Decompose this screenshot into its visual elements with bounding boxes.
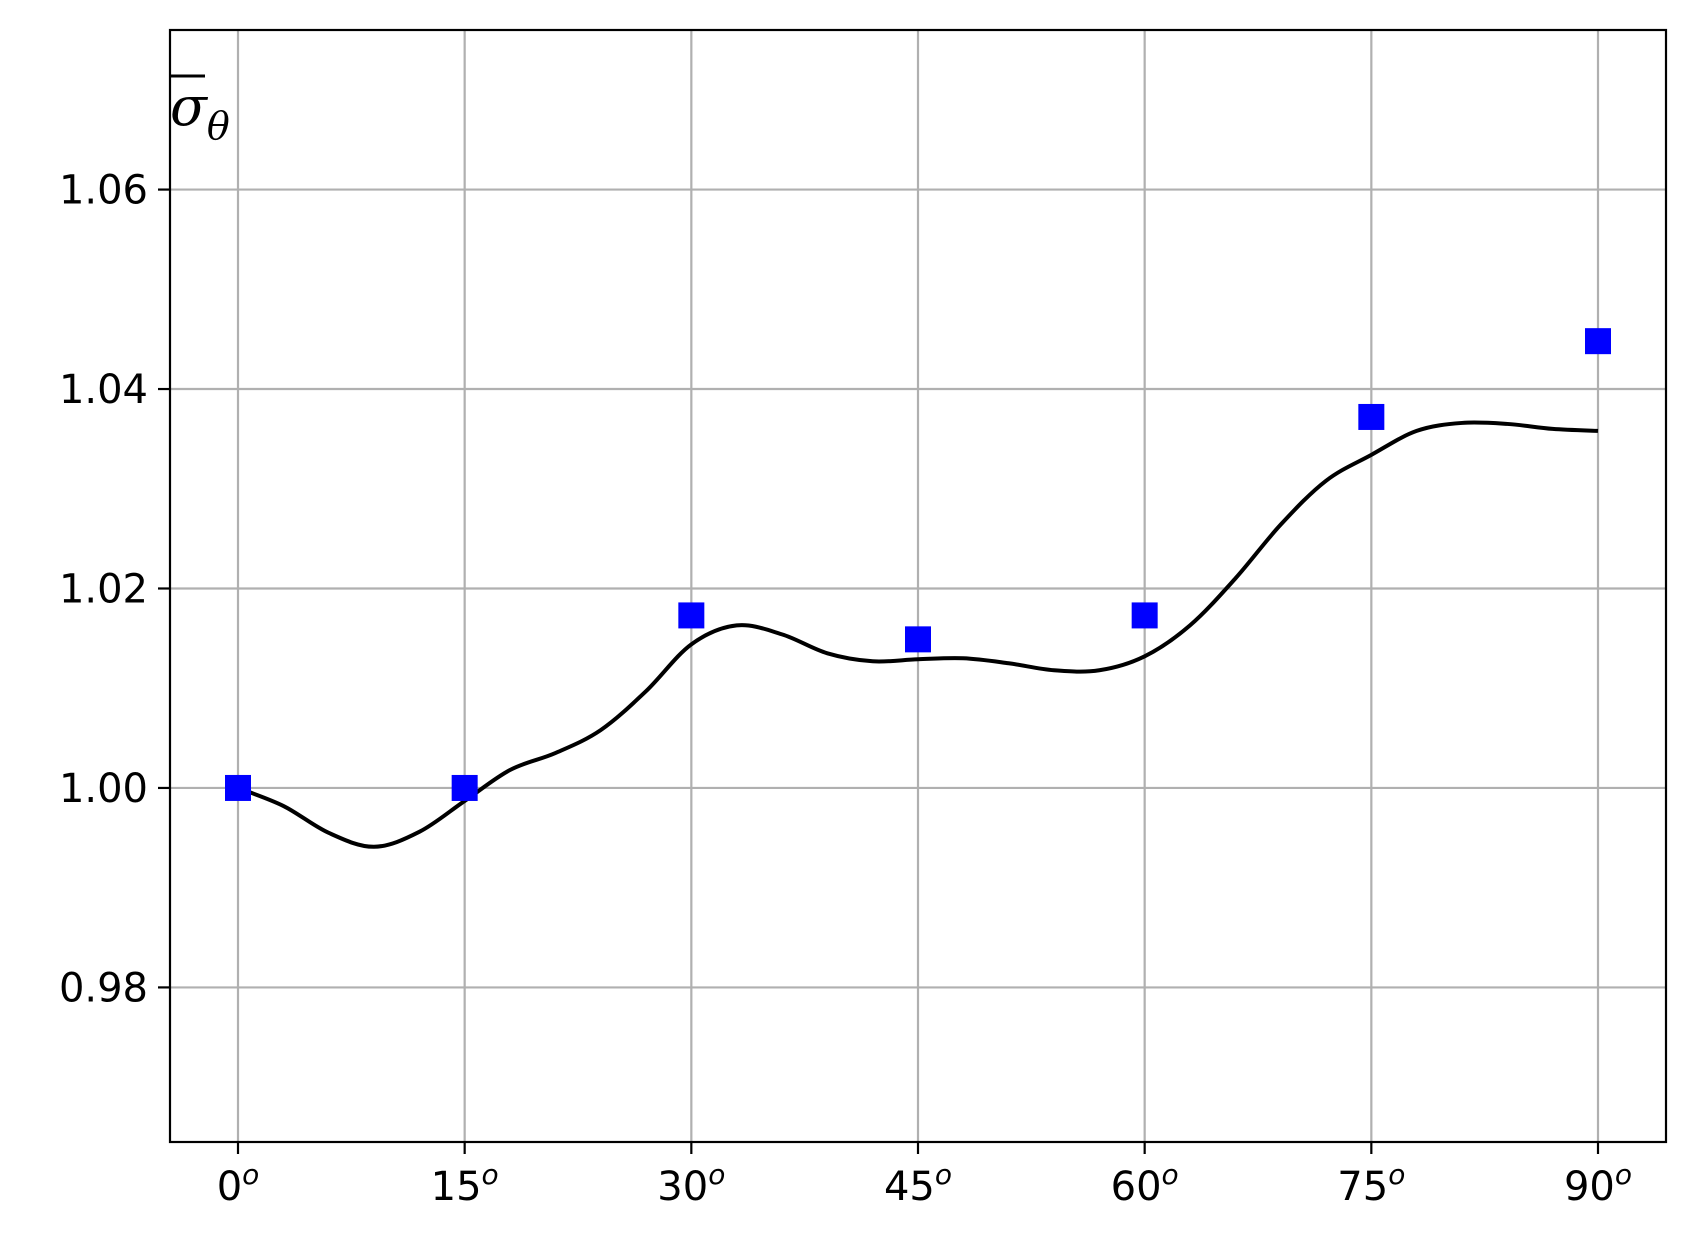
- marker-series: [225, 328, 1611, 801]
- x-tick-label-value: 0: [217, 1164, 242, 1210]
- x-tick-label-degree: o: [1388, 1158, 1405, 1191]
- data-point-marker: [451, 774, 478, 801]
- x-tick-label-value: 90: [1564, 1164, 1615, 1210]
- y-axis-label-subscript: θ: [207, 104, 230, 148]
- x-tick-label: 60o: [1111, 1158, 1179, 1210]
- y-axis-label: σθ: [170, 75, 230, 148]
- x-tick-label-value: 75: [1337, 1164, 1388, 1210]
- data-point-marker: [1131, 602, 1158, 629]
- x-tick-label: 45o: [884, 1158, 952, 1210]
- x-tick-label-degree: o: [1162, 1158, 1179, 1191]
- x-tick-label-degree: o: [1615, 1158, 1632, 1191]
- x-tick-label-value: 30: [657, 1164, 708, 1210]
- x-tick-label-degree: o: [708, 1158, 725, 1191]
- x-tick-label: 15o: [431, 1158, 499, 1210]
- x-tick-label-degree: o: [242, 1158, 259, 1191]
- x-tick-label-value: 45: [884, 1164, 935, 1210]
- y-axis-label-main: σ: [170, 75, 209, 138]
- data-point-marker: [225, 774, 251, 801]
- x-tick-label-value: 60: [1111, 1164, 1162, 1210]
- data-point-marker: [1585, 328, 1611, 355]
- data-point-marker: [1358, 403, 1385, 430]
- y-tick-label: 1.04: [59, 367, 148, 413]
- data-point-marker: [905, 626, 931, 653]
- grid: [170, 30, 1666, 1142]
- y-tick-label: 1.00: [59, 766, 148, 812]
- x-tick-label-value: 15: [431, 1164, 482, 1210]
- y-tick-label: 1.06: [59, 168, 148, 214]
- x-tick-label: 30o: [657, 1158, 725, 1210]
- x-tick-label: 0o: [217, 1158, 260, 1210]
- x-tick-label: 75o: [1337, 1158, 1405, 1210]
- data-point-marker: [678, 602, 705, 629]
- x-tick-label-degree: o: [935, 1158, 952, 1191]
- x-tick-label-degree: o: [482, 1158, 499, 1191]
- y-tick-label: 1.02: [59, 566, 148, 612]
- y-tick-label: 0.98: [59, 965, 148, 1011]
- x-tick-label: 90o: [1564, 1158, 1632, 1210]
